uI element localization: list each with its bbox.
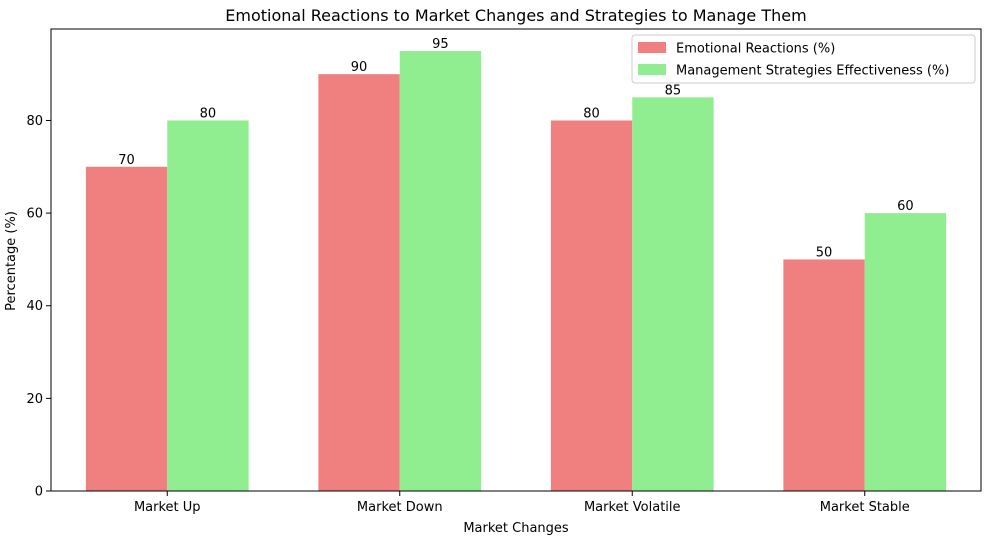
bar-emotional-2 <box>550 120 633 491</box>
data-label: 90 <box>351 60 368 75</box>
x-tick-label: Market Volatile <box>584 500 681 515</box>
y-axis-label: Percentage (%) <box>4 211 19 311</box>
chart-title: Emotional Reactions to Market Changes an… <box>225 6 806 25</box>
bar-emotional-1 <box>318 74 400 491</box>
legend-swatch <box>638 42 666 53</box>
axes-frame <box>50 28 982 492</box>
data-label: 70 <box>118 153 135 168</box>
data-label: 60 <box>897 199 914 214</box>
y-tick-label: 40 <box>26 299 43 314</box>
bar-strategy-3 <box>864 213 947 491</box>
x-tick-label: Market Stable <box>820 500 910 515</box>
y-tick-label: 60 <box>26 207 43 222</box>
bar-strategy-2 <box>632 97 714 491</box>
y-tick-label: 80 <box>26 114 43 129</box>
legend: Emotional Reactions (%) Management Strate… <box>631 34 976 84</box>
bar-strategy-0 <box>167 120 249 491</box>
y-tick-label: 20 <box>26 392 43 407</box>
y-tick-label: 0 <box>35 485 43 500</box>
bar-emotional-3 <box>783 259 865 491</box>
data-label: 50 <box>816 245 833 260</box>
plot-area: 70 80 Market Up 90 95 Market Down 80 85 Market V… <box>26 28 982 515</box>
legend-label: Emotional Reactions (%) <box>676 42 835 57</box>
x-tick-label: Market Down <box>357 500 443 515</box>
x-tick-label: Market Up <box>134 500 201 515</box>
bar-strategy-1 <box>399 51 482 491</box>
legend-label: Management Strategies Effectiveness (%) <box>676 64 949 79</box>
legend-swatch <box>638 64 666 75</box>
data-label: 80 <box>583 106 600 121</box>
data-label: 80 <box>200 106 217 121</box>
data-label: 95 <box>432 37 449 52</box>
data-label: 85 <box>665 83 682 98</box>
x-axis-label: Market Changes <box>463 521 569 536</box>
bar-emotional-0 <box>85 166 168 491</box>
legend-box <box>631 34 976 84</box>
